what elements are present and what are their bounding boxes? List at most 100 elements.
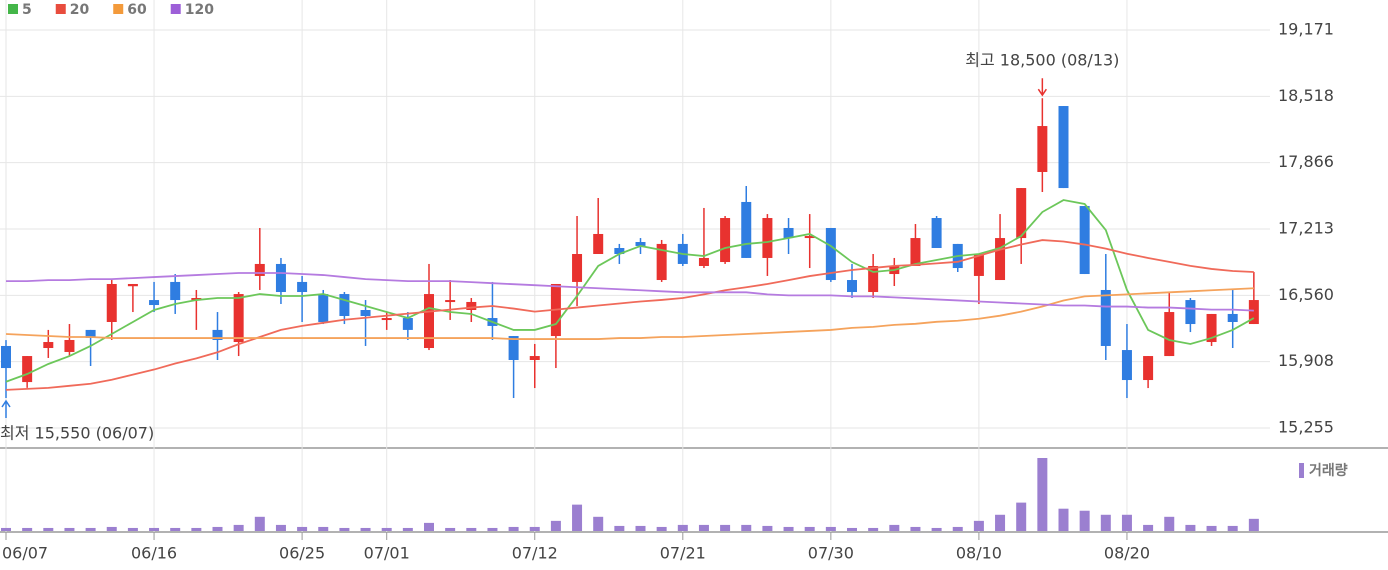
legend-label: 20 xyxy=(70,2,90,18)
volume-bar xyxy=(22,527,33,531)
volume-bar xyxy=(1037,458,1048,531)
candle-body xyxy=(64,339,75,352)
volume-bar xyxy=(677,524,688,531)
candle-body xyxy=(1037,126,1048,172)
volume-bar xyxy=(275,524,286,531)
volume-bar xyxy=(973,520,984,531)
volume-bar xyxy=(952,526,963,531)
annotation-text: 최고 18,500 (08/13) xyxy=(965,51,1119,70)
annotation-arrow xyxy=(1,399,11,419)
candle-body xyxy=(424,294,434,349)
volume-bar xyxy=(1100,514,1111,531)
volume-bar xyxy=(127,527,138,531)
volume-bar xyxy=(1121,514,1132,531)
candle-body xyxy=(339,294,350,316)
ma-line xyxy=(5,239,1254,391)
volume-bar xyxy=(910,526,921,531)
candle-body xyxy=(360,310,371,316)
volume-bar xyxy=(212,526,223,531)
candle-body xyxy=(1185,300,1196,325)
ma-line xyxy=(5,199,1255,383)
volume-bar xyxy=(508,526,519,531)
volume-bar xyxy=(931,527,942,531)
volume-bar xyxy=(297,526,308,531)
candle-body xyxy=(1206,313,1217,343)
candle-body xyxy=(254,263,265,276)
volume-bar xyxy=(170,527,181,531)
legend-label: 5 xyxy=(22,2,32,18)
volume-bar xyxy=(825,526,836,531)
candle-body xyxy=(868,265,879,293)
volume-bar xyxy=(191,527,202,531)
candle-body xyxy=(1121,350,1132,381)
candle-body xyxy=(275,263,286,293)
legend-swatch xyxy=(55,4,66,14)
candle-body xyxy=(1058,106,1069,189)
candle-body xyxy=(381,318,392,321)
volume-bar xyxy=(1206,525,1217,531)
candle-body xyxy=(43,342,54,349)
candle-body xyxy=(762,218,773,258)
candle-body xyxy=(1227,313,1238,322)
candle-body xyxy=(931,218,942,249)
volume-bar xyxy=(339,527,350,531)
candle-body xyxy=(149,300,160,306)
annotation-arrow xyxy=(1037,78,1047,97)
volume-bar xyxy=(614,525,625,531)
candle-body xyxy=(1016,188,1027,239)
volume-bar xyxy=(1016,502,1027,531)
volume-bar xyxy=(698,524,709,531)
y-tick-label: 19,171 xyxy=(1278,20,1334,39)
volume-bar xyxy=(572,504,583,531)
candle-body xyxy=(614,248,625,255)
volume-bar xyxy=(656,526,667,531)
volume-bar xyxy=(783,526,794,531)
volume-bar xyxy=(550,520,561,531)
candle-body xyxy=(170,281,181,301)
volume-bar xyxy=(741,524,752,531)
x-tick-label: 06/07 xyxy=(2,544,48,563)
candle-body xyxy=(1079,206,1090,275)
candle-body xyxy=(804,236,815,239)
volume-bar xyxy=(868,527,879,531)
candle-body xyxy=(127,283,138,287)
volume-legend-label: 거래량 xyxy=(1309,463,1348,479)
volume-bar xyxy=(466,527,477,531)
volume-bar xyxy=(233,524,244,531)
candle-body xyxy=(466,301,477,311)
volume-bar xyxy=(85,527,96,531)
volume-bar xyxy=(635,525,646,531)
candle-body xyxy=(825,227,836,281)
volume-bar xyxy=(1143,524,1154,531)
volume-bar xyxy=(402,527,413,531)
candle-body xyxy=(318,294,329,322)
x-tick-label: 07/21 xyxy=(660,544,706,563)
candle-body xyxy=(698,257,709,266)
legend-swatch xyxy=(8,4,18,14)
candle-body xyxy=(635,242,646,246)
candle-body xyxy=(741,201,752,258)
x-tick-label: 07/30 xyxy=(808,544,854,563)
x-tick-label: 06/16 xyxy=(131,544,177,563)
candle-body xyxy=(191,298,202,301)
legend-swatch xyxy=(113,4,124,14)
volume-legend-swatch xyxy=(1299,463,1304,478)
volume-bar xyxy=(1227,525,1238,531)
candle-body xyxy=(973,254,984,276)
candle-body xyxy=(233,294,244,343)
candle-body xyxy=(508,336,519,361)
legend-label: 120 xyxy=(185,2,214,18)
legend-swatch xyxy=(170,4,181,14)
candle-body xyxy=(847,280,857,293)
volume-bar xyxy=(64,527,75,531)
volume-bar xyxy=(254,516,265,531)
volume-bar xyxy=(593,516,604,531)
candle-body xyxy=(1164,312,1175,357)
candle-body xyxy=(995,238,1006,281)
volume-bar xyxy=(1079,510,1090,531)
legend-label: 60 xyxy=(127,2,147,18)
y-tick-label: 18,518 xyxy=(1278,86,1334,105)
y-tick-label: 15,908 xyxy=(1278,351,1334,370)
candle-body xyxy=(106,283,117,322)
